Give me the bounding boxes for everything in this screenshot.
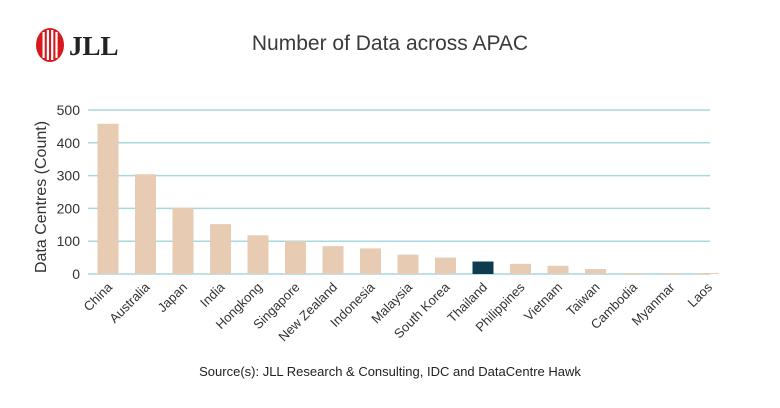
chart-title: Number of Data across APAC [251,32,529,55]
x-tick-label: Laos [685,279,716,310]
bar-australia [135,174,156,274]
bar-south-korea [435,257,456,274]
bar-singapore [285,241,306,274]
x-tick-label: Australia [106,279,153,326]
y-tick-label: 0 [72,266,80,282]
bar-new-zealand [322,246,344,274]
bars [97,123,719,275]
bar-malaysia [397,254,419,274]
bar-china [97,123,119,274]
jll-logo-emblem [36,28,64,62]
y-axis-label: Data Centres (Count) [33,121,50,273]
bar-vietnam [547,265,569,274]
y-tick-label: 400 [57,135,81,151]
bar-philippines [510,263,531,274]
source-note: Source(s): JLL Research & Consulting, ID… [199,364,581,379]
x-tick-label: China [80,279,115,314]
bar-myanmar [660,273,681,275]
y-tick-label: 300 [57,168,81,184]
bar-india [210,224,231,274]
bar-japan [172,207,194,274]
x-tick-label: Japan [154,280,190,316]
y-tick-labels: 0 100 200 300 400 500 [57,102,81,282]
bar-hongkong [247,235,269,274]
bar-taiwan [585,269,606,274]
jll-logo-text: JLL [69,31,119,61]
bar-cambodia [622,273,644,275]
bar-laos [697,273,719,275]
y-tick-label: 200 [57,200,81,216]
y-tick-label: 500 [57,102,81,118]
jll-logo: JLL [34,24,134,66]
x-tick-label: Vietnam [521,280,565,324]
y-tick-label: 100 [57,233,81,249]
bar-indonesia [360,248,381,274]
bar-thailand [472,261,494,274]
x-tick-label: India [197,279,228,310]
